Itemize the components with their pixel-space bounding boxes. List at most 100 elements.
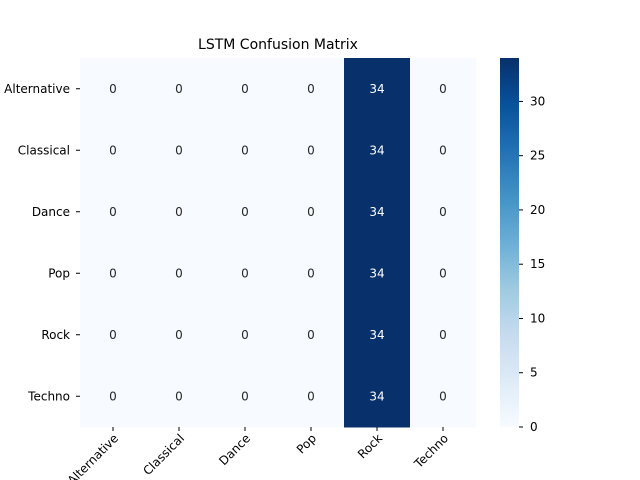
heatmap-cell bbox=[278, 58, 345, 120]
heatmap-cell bbox=[410, 119, 477, 182]
heatmap-cell bbox=[80, 181, 147, 243]
heatmap-cell bbox=[146, 58, 213, 120]
cell-value-label: 0 bbox=[175, 266, 183, 280]
colorbar-tick-label: 15 bbox=[530, 257, 545, 271]
heatmap-cell bbox=[146, 119, 213, 182]
cell-value-label: 0 bbox=[307, 389, 315, 403]
heatmap-cell bbox=[410, 304, 477, 366]
heatmap-cell bbox=[278, 242, 345, 305]
cell-value-label: 0 bbox=[439, 328, 447, 342]
heatmap-cell bbox=[146, 242, 213, 305]
cell-value-label: 0 bbox=[109, 82, 117, 96]
heatmap-cell bbox=[344, 365, 411, 428]
heatmap-cell bbox=[212, 119, 279, 182]
cell-value-label: 0 bbox=[241, 328, 249, 342]
heatmap-cell bbox=[410, 365, 477, 428]
cell-value-label: 0 bbox=[175, 82, 183, 96]
colorbar bbox=[500, 58, 519, 427]
heatmap-cell bbox=[146, 304, 213, 366]
cell-value-label: 34 bbox=[369, 143, 384, 157]
cell-value-label: 0 bbox=[109, 205, 117, 219]
x-axis-ticks: Alternative Classical Dance Pop Rock Techno bbox=[65, 427, 451, 480]
y-tick-label: Pop bbox=[48, 266, 70, 280]
heatmap-cell bbox=[344, 181, 411, 243]
colorbar-tick-label: 25 bbox=[530, 149, 545, 163]
y-tick-label: Dance bbox=[32, 205, 70, 219]
heatmap-cell bbox=[410, 181, 477, 243]
colorbar-ticks: 0 5 10 15 20 25 30 bbox=[519, 94, 545, 434]
chart-title: LSTM Confusion Matrix bbox=[198, 37, 358, 53]
heatmap-cell bbox=[278, 181, 345, 243]
heatmap-cell bbox=[278, 119, 345, 182]
cell-annotations: 0 0 0 0 34 0 0 0 0 0 34 0 0 0 0 0 34 0 0 0 0 0 34 0 0 0 0 0 34 0 0 0 0 0 3… bbox=[109, 82, 447, 404]
heatmap-cell bbox=[146, 181, 213, 243]
y-tick-label: Alternative bbox=[4, 82, 70, 96]
x-tick-label: Pop bbox=[294, 431, 319, 456]
heatmap-cell bbox=[212, 181, 279, 243]
cell-value-label: 34 bbox=[369, 205, 384, 219]
cell-value-label: 0 bbox=[307, 266, 315, 280]
colorbar-tick-label: 30 bbox=[530, 94, 545, 108]
heatmap-cell bbox=[80, 365, 147, 428]
colorbar-tick-label: 20 bbox=[530, 203, 545, 217]
heatmap-cell bbox=[278, 304, 345, 366]
cell-value-label: 0 bbox=[175, 328, 183, 342]
cell-value-label: 0 bbox=[307, 143, 315, 157]
heatmap-cell bbox=[146, 365, 213, 428]
cell-value-label: 0 bbox=[439, 389, 447, 403]
y-tick-label: Classical bbox=[18, 143, 70, 157]
cell-value-label: 0 bbox=[439, 266, 447, 280]
y-axis-ticks: Alternative Classical Dance Pop Rock Techno bbox=[4, 82, 80, 403]
cell-value-label: 0 bbox=[439, 143, 447, 157]
heatmap-cell bbox=[80, 58, 147, 120]
y-tick-label: Techno bbox=[27, 389, 70, 403]
cell-value-label: 0 bbox=[109, 389, 117, 403]
cell-value-label: 0 bbox=[175, 205, 183, 219]
y-tick-label: Rock bbox=[41, 328, 70, 342]
heatmap-cell bbox=[80, 119, 147, 182]
x-tick-label: Rock bbox=[355, 431, 385, 461]
heatmap-cell bbox=[344, 119, 411, 182]
colorbar-gradient bbox=[500, 58, 519, 427]
cell-value-label: 34 bbox=[369, 328, 384, 342]
heatmap-cells bbox=[80, 58, 477, 428]
heatmap-cell bbox=[212, 304, 279, 366]
heatmap-cell bbox=[212, 58, 279, 120]
heatmap-cell bbox=[410, 242, 477, 305]
cell-value-label: 0 bbox=[109, 143, 117, 157]
cell-value-label: 0 bbox=[109, 328, 117, 342]
colorbar-tick-label: 0 bbox=[530, 420, 538, 434]
cell-value-label: 0 bbox=[241, 82, 249, 96]
heatmap-cell bbox=[212, 242, 279, 305]
cell-value-label: 0 bbox=[307, 328, 315, 342]
colorbar-tick-label: 10 bbox=[530, 311, 545, 325]
heatmap-cell bbox=[344, 304, 411, 366]
x-tick-label: Dance bbox=[216, 431, 253, 468]
colorbar-tick-label: 5 bbox=[530, 366, 538, 380]
x-tick-label: Alternative bbox=[65, 431, 121, 480]
cell-value-label: 0 bbox=[439, 82, 447, 96]
cell-value-label: 34 bbox=[369, 82, 384, 96]
cell-value-label: 0 bbox=[175, 143, 183, 157]
cell-value-label: 34 bbox=[369, 266, 384, 280]
heatmap-cell bbox=[410, 58, 477, 120]
cell-value-label: 34 bbox=[369, 389, 384, 403]
x-tick-label: Classical bbox=[140, 431, 187, 478]
cell-value-label: 0 bbox=[241, 205, 249, 219]
heatmap-cell bbox=[212, 365, 279, 428]
cell-value-label: 0 bbox=[241, 143, 249, 157]
cell-value-label: 0 bbox=[175, 389, 183, 403]
heatmap-cell bbox=[278, 365, 345, 428]
heatmap-cell bbox=[80, 304, 147, 366]
cell-value-label: 0 bbox=[241, 266, 249, 280]
cell-value-label: 0 bbox=[307, 82, 315, 96]
heatmap-cell bbox=[344, 242, 411, 305]
heatmap-cell bbox=[80, 242, 147, 305]
cell-value-label: 0 bbox=[241, 389, 249, 403]
x-tick-label: Techno bbox=[411, 431, 451, 471]
heatmap-cell bbox=[344, 58, 411, 120]
cell-value-label: 0 bbox=[307, 205, 315, 219]
cell-value-label: 0 bbox=[109, 266, 117, 280]
cell-value-label: 0 bbox=[439, 205, 447, 219]
